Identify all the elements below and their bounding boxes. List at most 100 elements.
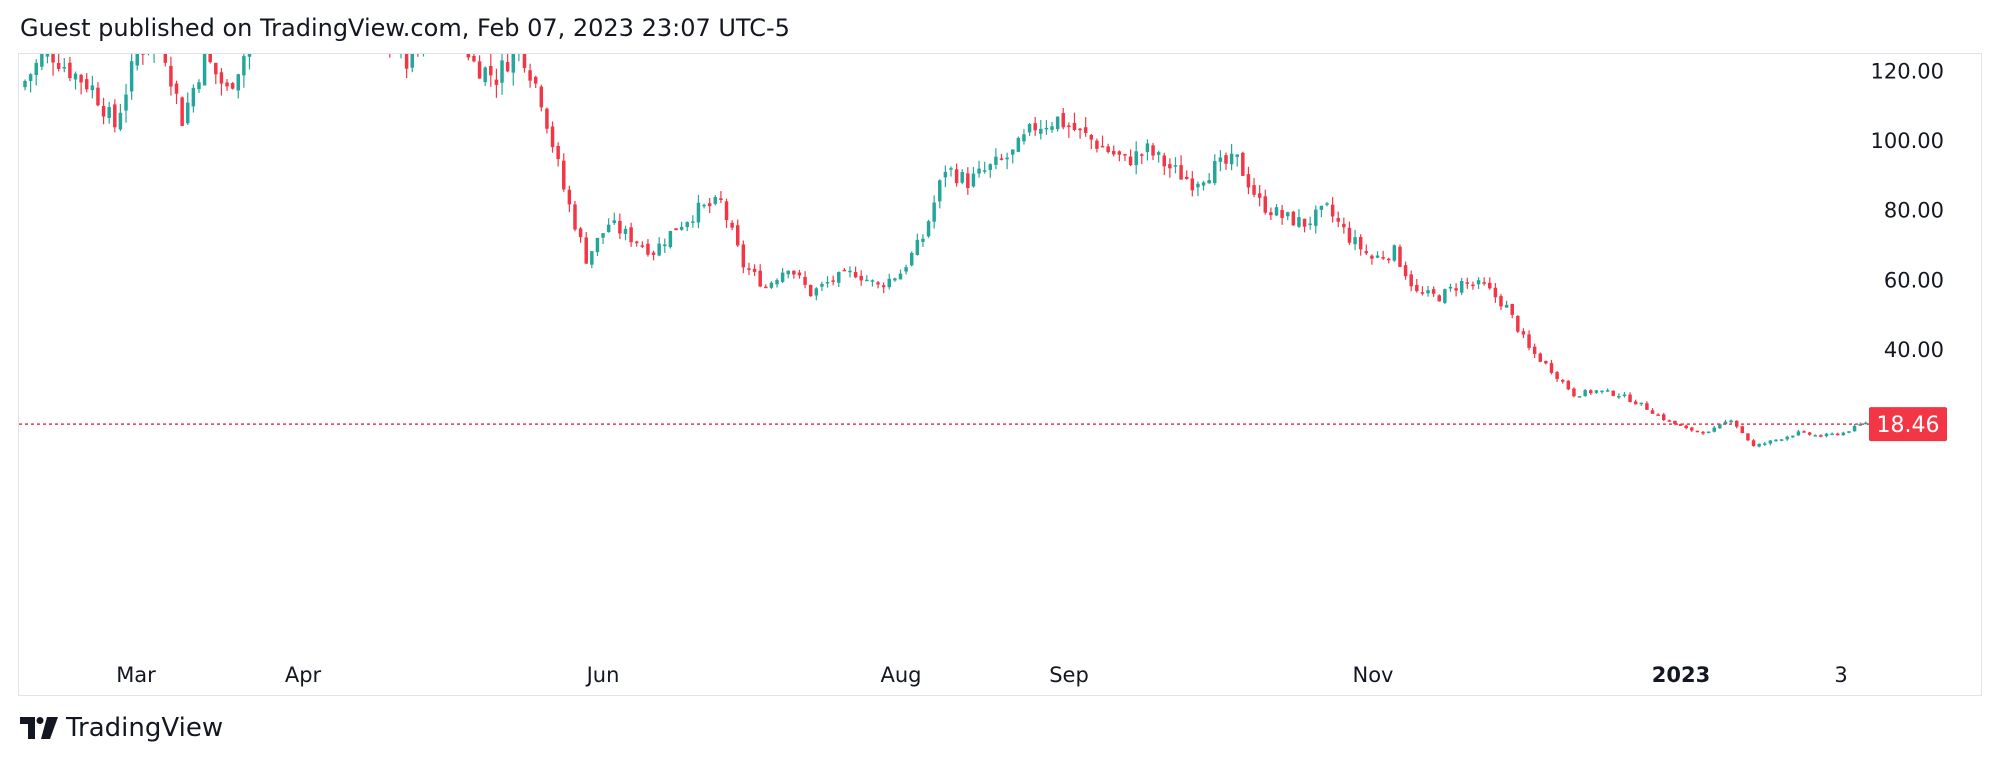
candle [1392, 244, 1397, 262]
x-tick-label: Sep [1049, 663, 1089, 687]
candlestick-chart[interactable]: 18.46 160.00140.00120.00100.0080.0060.00… [19, 0, 1981, 695]
candle [994, 148, 998, 170]
candle [505, 53, 510, 73]
candle [1639, 402, 1644, 406]
candle [1173, 157, 1178, 174]
candle [51, 36, 55, 76]
candle [129, 51, 134, 100]
x-tick-label: Aug [880, 663, 921, 687]
candle [971, 166, 976, 188]
candle [1358, 234, 1363, 256]
candle [1572, 387, 1576, 398]
candle [1437, 294, 1441, 302]
candles-layer [23, 0, 1879, 448]
candle [1128, 149, 1133, 167]
candle [1123, 153, 1127, 162]
candle [1218, 150, 1223, 172]
candle [674, 228, 678, 231]
candle [517, 30, 521, 62]
candle [1207, 173, 1211, 184]
candle [1510, 303, 1514, 319]
candle [1819, 434, 1823, 438]
candle [1824, 432, 1829, 438]
candle [691, 215, 695, 228]
candle [775, 278, 779, 288]
candle [741, 240, 746, 274]
candle [1285, 211, 1290, 221]
candle [1729, 419, 1733, 424]
candle [859, 270, 863, 286]
candle [1072, 112, 1077, 132]
candle [1774, 439, 1778, 442]
candle [730, 220, 734, 231]
candle [915, 233, 920, 256]
chart-panel[interactable]: 18.46 160.00140.00120.00100.0080.0060.00… [18, 0, 1982, 696]
candle [1443, 288, 1447, 305]
tradingview-brand[interactable]: TradingView [66, 713, 224, 743]
candle [1235, 154, 1239, 167]
candle [1695, 430, 1700, 433]
tradingview-logo-icon[interactable] [20, 717, 58, 739]
candle [1835, 432, 1840, 436]
candle [1403, 261, 1408, 280]
candle [1622, 391, 1627, 398]
candle [898, 269, 903, 280]
publish-header: Guest published on TradingView.com, Feb … [20, 14, 790, 42]
candle [1241, 151, 1245, 177]
candle [247, 40, 252, 70]
candle [1488, 277, 1492, 290]
candle [651, 250, 656, 261]
candle [219, 67, 224, 96]
candle [522, 40, 527, 73]
candle [1022, 129, 1026, 145]
candle [169, 56, 173, 96]
candle [511, 43, 515, 86]
candle [550, 121, 555, 153]
candle [881, 282, 886, 294]
candle [1628, 392, 1632, 403]
candle [926, 219, 931, 238]
candle [1544, 360, 1548, 365]
candle [876, 281, 880, 289]
candle [1605, 388, 1610, 392]
candle [1864, 421, 1868, 425]
candle [1184, 170, 1189, 180]
candle [960, 169, 964, 185]
candle [1224, 152, 1228, 170]
candle [707, 198, 712, 213]
time-axis: Mar Apr Jun Aug Sep Nov 2023 3 [116, 663, 1848, 687]
candle [1280, 204, 1284, 225]
candle [68, 56, 72, 82]
candle [202, 47, 207, 86]
candle [1145, 139, 1150, 161]
candle [1190, 171, 1195, 197]
y-tick-label: 80.00 [1884, 199, 1944, 223]
candle [1156, 150, 1161, 163]
candle [1454, 283, 1458, 297]
candle [657, 237, 661, 257]
candle [1342, 217, 1346, 234]
candle [1661, 412, 1666, 422]
candle [870, 279, 875, 287]
candle [62, 58, 67, 73]
candle [1263, 189, 1268, 215]
candle [1527, 330, 1531, 351]
candle [842, 268, 847, 272]
candle [90, 75, 95, 99]
candle [23, 79, 27, 91]
candle [1314, 205, 1318, 234]
candle [1297, 209, 1301, 229]
candle [679, 221, 684, 231]
candle [1684, 424, 1688, 430]
candle [943, 165, 948, 188]
candle [814, 287, 819, 301]
candle [1325, 202, 1329, 207]
candle [1044, 120, 1049, 135]
y-tick-label: 100.00 [1871, 129, 1944, 153]
candle [769, 281, 774, 289]
candle [1213, 154, 1217, 186]
candle [1308, 216, 1312, 230]
candle [539, 84, 544, 112]
candle [421, 32, 426, 57]
